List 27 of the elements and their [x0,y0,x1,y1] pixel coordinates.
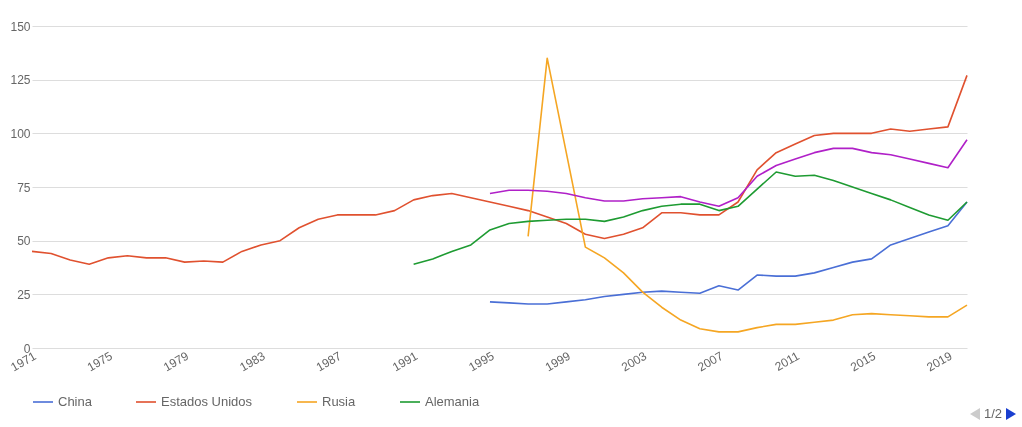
y-tick-label: 125 [10,73,31,88]
x-tick-label: 1987 [313,348,345,375]
legend-label: China [58,394,93,409]
x-tick-label: 1975 [84,348,116,375]
y-tick-label: 50 [17,234,31,249]
y-tick-label: 100 [10,126,31,141]
legend-label: Rusia [322,394,357,409]
line-series [412,171,968,266]
y-tick-label: 150 [10,19,31,34]
y-tick-label: 75 [17,180,31,195]
x-tick-label: 1979 [161,348,192,375]
x-tick-label: 2011 [772,348,803,374]
x-tick-label: 1999 [542,348,574,375]
x-tick-label: 2019 [924,348,955,375]
line-series [31,74,968,266]
x-tick-label: 1983 [237,348,268,375]
y-tick-label: 25 [17,287,31,302]
line-series [489,201,968,305]
text: 1/2 [983,406,1002,421]
legend-label: Estados Unidos [161,394,253,409]
x-tick-label: 1995 [466,348,497,375]
legend-label: Alemania [425,394,480,409]
x-tick-label: 2003 [618,348,650,375]
line-series [527,57,968,333]
x-tick-label: 1991 [390,348,421,375]
x-tick-label: 2015 [847,348,879,375]
line-series [489,138,968,208]
